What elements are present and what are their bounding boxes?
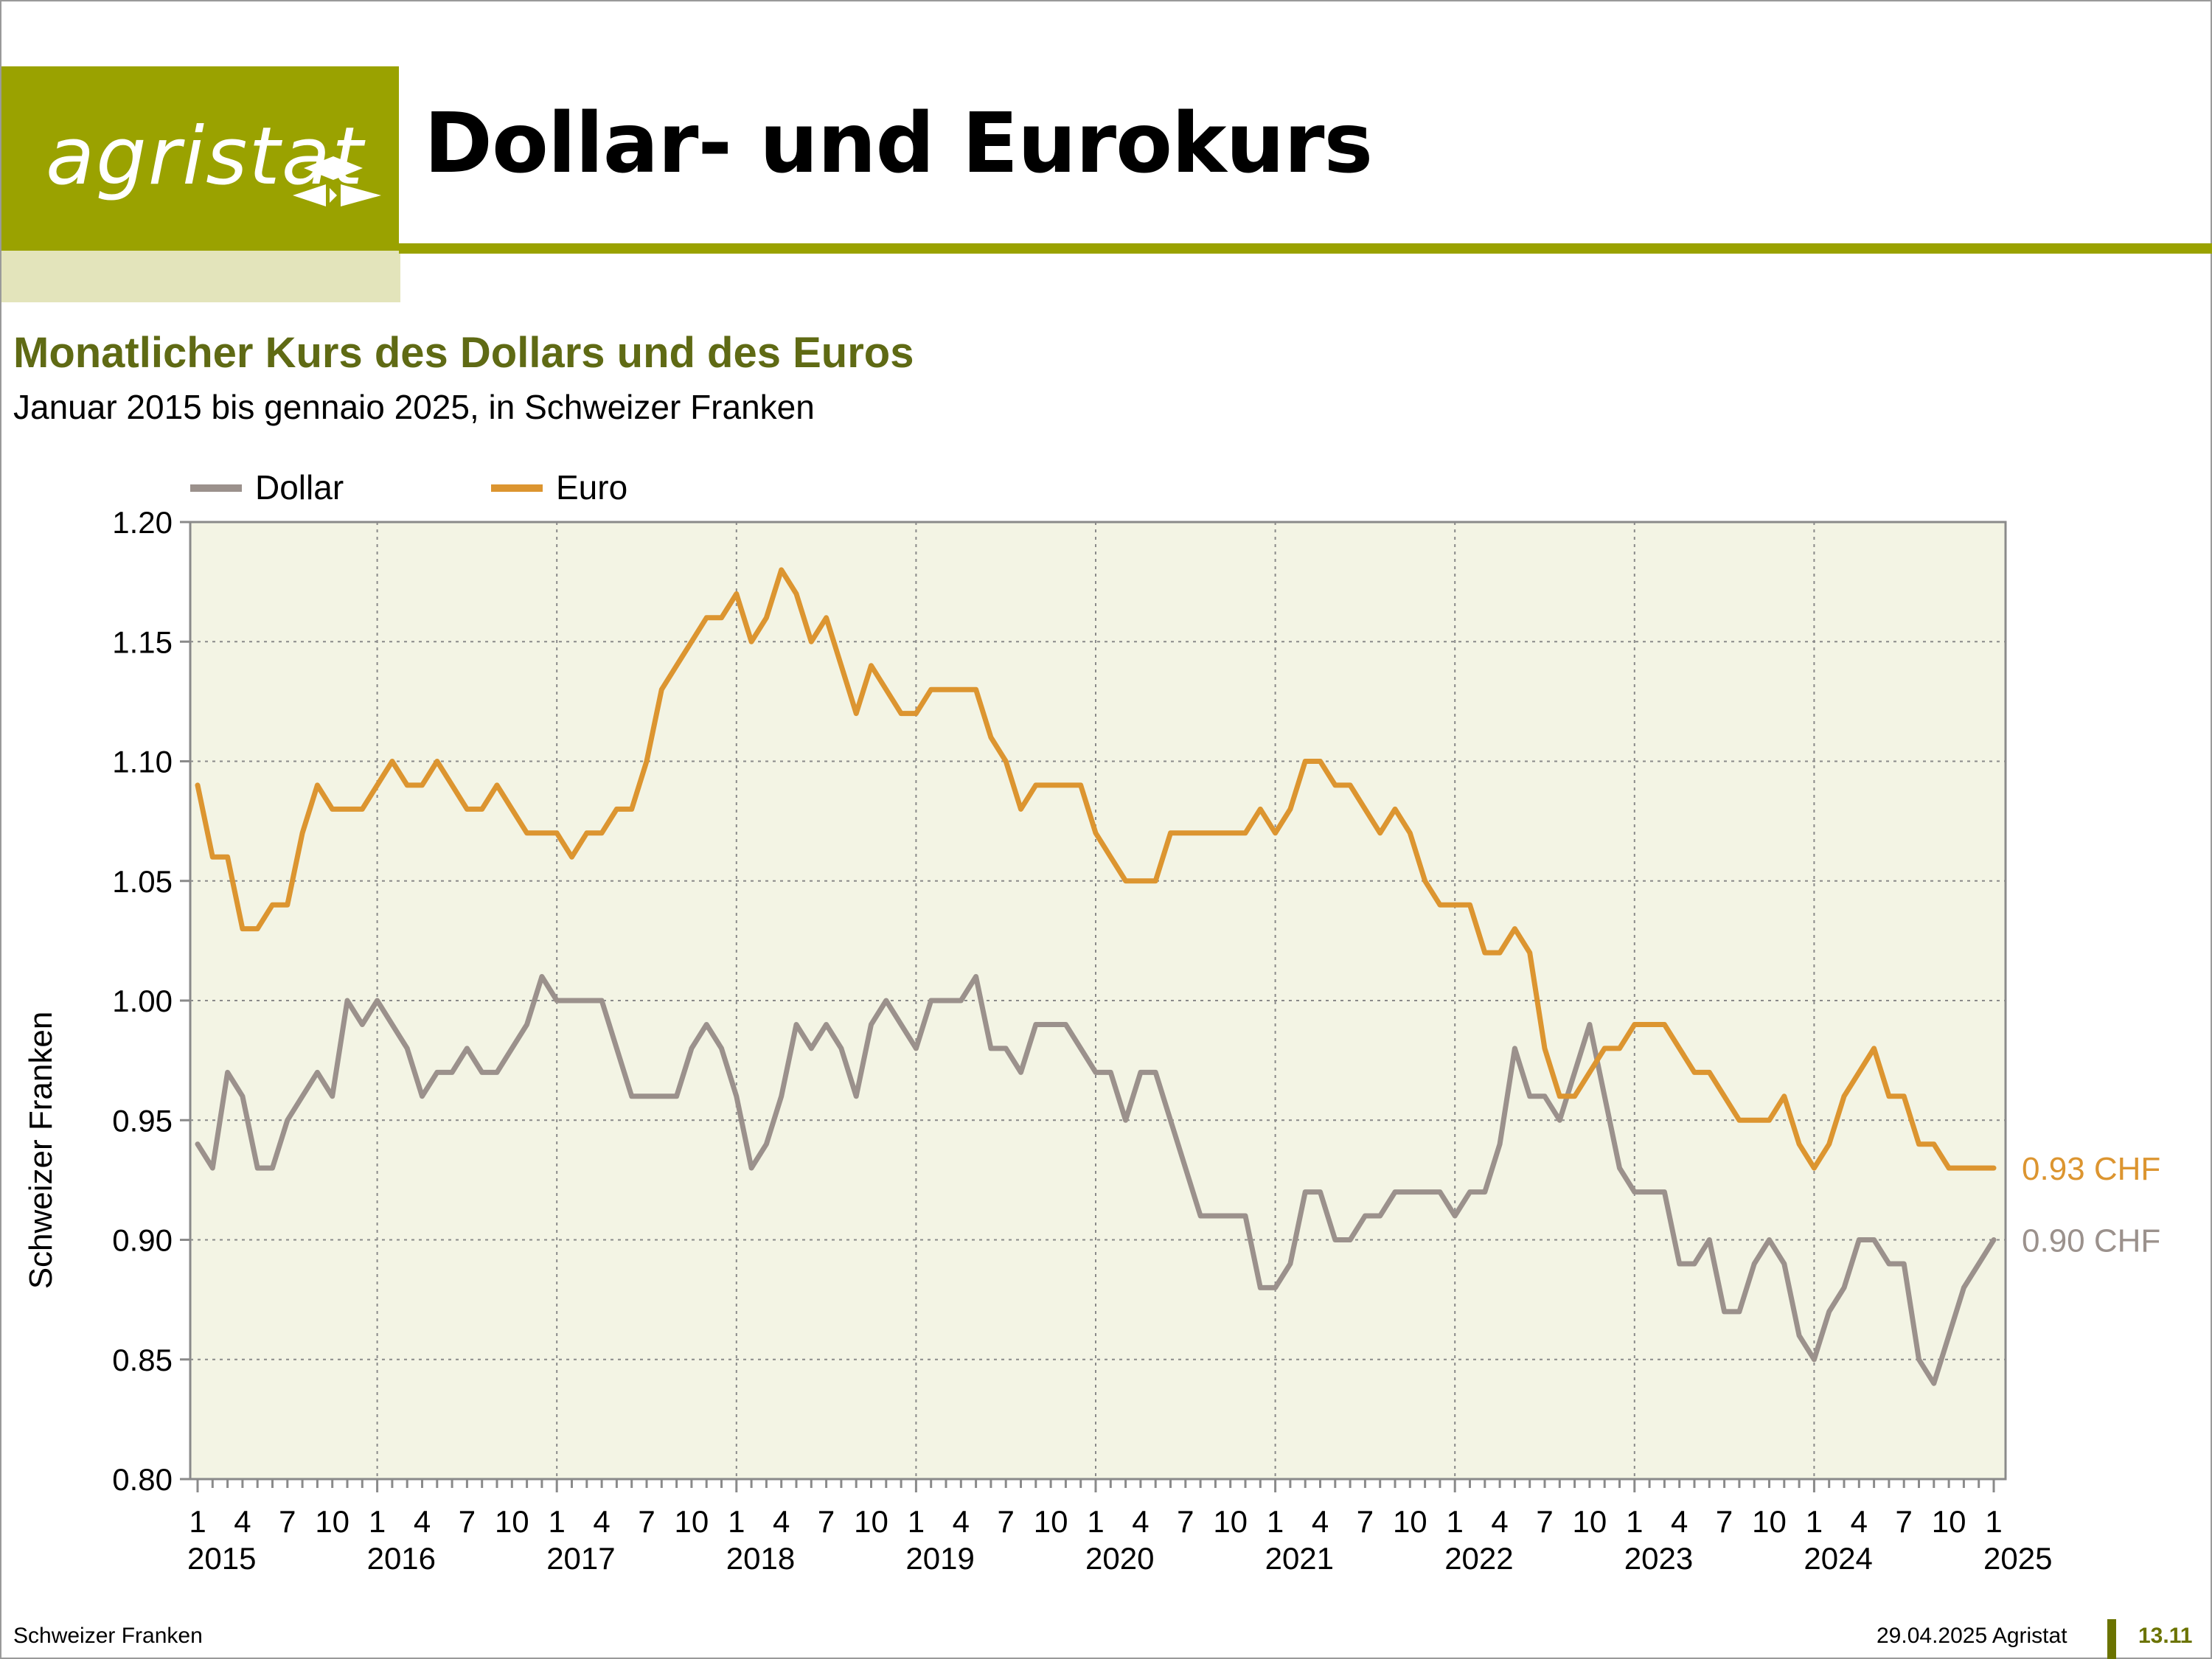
- legend-label: Dollar: [255, 468, 344, 507]
- x-year-label: 2016: [367, 1541, 436, 1576]
- x-month-label: 4: [593, 1504, 610, 1539]
- x-year-label: 2025: [1983, 1541, 2052, 1576]
- x-month-label: 10: [1393, 1504, 1427, 1539]
- legend-label: Euro: [556, 468, 627, 507]
- x-month-label: 10: [495, 1504, 529, 1539]
- x-month-label: 10: [1213, 1504, 1248, 1539]
- y-tick-label: 1.20: [112, 505, 173, 540]
- agristat-logo: agristat: [1, 66, 399, 251]
- x-month-label: 1: [1087, 1504, 1104, 1539]
- y-tick-label: 1.05: [112, 864, 173, 899]
- x-month-label: 1: [189, 1504, 206, 1539]
- legend: Dollar Euro: [190, 468, 627, 507]
- logo-text: agristat: [46, 111, 365, 203]
- end-label: 0.93 CHF: [2022, 1151, 2160, 1187]
- x-month-label: 7: [998, 1504, 1015, 1539]
- x-month-label: 4: [1851, 1504, 1868, 1539]
- footer-divider: [2107, 1619, 2116, 1659]
- x-month-label: 10: [1752, 1504, 1787, 1539]
- x-month-label: 7: [459, 1504, 476, 1539]
- x-month-label: 4: [1312, 1504, 1329, 1539]
- footer-date-source: 29.04.2025 Agristat: [1877, 1624, 2067, 1648]
- x-month-label: 1: [908, 1504, 925, 1539]
- x-month-label: 1: [728, 1504, 745, 1539]
- x-month-label: 10: [1932, 1504, 1966, 1539]
- x-month-label: 4: [414, 1504, 431, 1539]
- x-month-label: 7: [818, 1504, 835, 1539]
- x-month-label: 1: [369, 1504, 386, 1539]
- logo-underlay: [1, 251, 400, 302]
- y-tick-label: 0.80: [112, 1462, 173, 1497]
- end-labels: 0.90 CHF 0.93 CHF: [2022, 1151, 2160, 1259]
- header-rule: [399, 243, 2212, 254]
- line-chart: 0.800.850.900.951.001.051.101.151.20 120…: [23, 468, 2160, 1576]
- x-year-label: 2021: [1265, 1541, 1334, 1576]
- y-tick-label: 0.95: [112, 1103, 173, 1138]
- x-month-label: 4: [1491, 1504, 1508, 1539]
- chart-subtitle: Januar 2015 bis gennaio 2025, in Schweiz…: [13, 388, 815, 426]
- x-month-label: 7: [638, 1504, 655, 1539]
- x-year-label: 2015: [187, 1541, 256, 1576]
- x-year-label: 2022: [1444, 1541, 1513, 1576]
- x-year-label: 2024: [1804, 1541, 1872, 1576]
- x-month-label: 7: [1177, 1504, 1194, 1539]
- series-line-dollar: [195, 974, 1997, 1386]
- x-month-label: 1: [1806, 1504, 1823, 1539]
- x-month-label: 1: [1626, 1504, 1643, 1539]
- y-axis-label: Schweizer Franken: [23, 1012, 59, 1290]
- end-label: 0.90 CHF: [2022, 1223, 2160, 1259]
- x-month-label: 7: [1357, 1504, 1374, 1539]
- x-year-label: 2020: [1085, 1541, 1154, 1576]
- y-axis: 0.80 0.85 0.90 0.95 1.00 1.05 1.10 1.15 1.20: [112, 505, 190, 1497]
- y-tick-label: 0.90: [112, 1223, 173, 1258]
- y-tick-label: 1.15: [112, 625, 173, 659]
- x-month-label: 10: [854, 1504, 888, 1539]
- x-month-label: 10: [315, 1504, 349, 1539]
- x-year-label: 2023: [1624, 1541, 1693, 1576]
- chart-title: Monatlicher Kurs des Dollars und des Eur…: [13, 329, 914, 377]
- logo-mark-icon: [293, 156, 381, 206]
- x-month-label: 1: [549, 1504, 566, 1539]
- series-line-euro: [195, 567, 1997, 1171]
- x-month-label: 10: [1573, 1504, 1607, 1539]
- series-lines: [195, 567, 1997, 1386]
- x-month-label: 1: [1447, 1504, 1464, 1539]
- page-title: Dollar- und Eurokurs: [424, 96, 1373, 192]
- y-tick-label: 1.00: [112, 984, 173, 1018]
- x-year-label: 2018: [726, 1541, 795, 1576]
- x-month-label: 7: [279, 1504, 296, 1539]
- y-tick-label: 1.10: [112, 745, 173, 779]
- x-month-label: 10: [1034, 1504, 1068, 1539]
- x-month-label: 1: [1267, 1504, 1284, 1539]
- x-month-label: 4: [234, 1504, 251, 1539]
- page-number: 13.11: [2138, 1624, 2193, 1648]
- y-tick-label: 0.85: [112, 1343, 173, 1377]
- x-year-label: 2019: [905, 1541, 974, 1576]
- x-month-label: 10: [675, 1504, 709, 1539]
- footer-unit: Schweizer Franken: [13, 1624, 203, 1648]
- x-month-label: 1: [1985, 1504, 2002, 1539]
- x-month-label: 4: [773, 1504, 790, 1539]
- x-month-label: 7: [1896, 1504, 1913, 1539]
- x-month-label: 4: [953, 1504, 970, 1539]
- x-month-label: 7: [1536, 1504, 1553, 1539]
- x-month-label: 7: [1716, 1504, 1733, 1539]
- x-year-label: 2017: [546, 1541, 615, 1576]
- x-month-label: 4: [1671, 1504, 1688, 1539]
- grid-lines: [190, 522, 2006, 1479]
- x-month-label: 4: [1132, 1504, 1149, 1539]
